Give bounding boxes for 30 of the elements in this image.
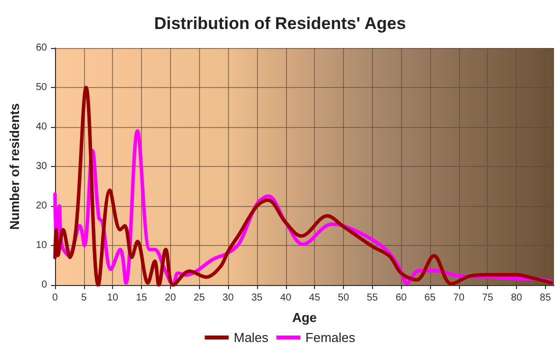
x-tick-label: 0 [52, 292, 58, 304]
y-axis-title: Number of residents [7, 103, 22, 230]
x-tick-label: 75 [482, 292, 494, 304]
y-tick-label: 60 [36, 42, 48, 54]
x-tick-label: 40 [280, 292, 292, 304]
y-tick-label: 0 [41, 280, 48, 290]
x-tick-label: 10 [107, 292, 119, 304]
x-tick-label: 15 [136, 292, 148, 304]
x-tick-label: 70 [453, 292, 465, 304]
x-tick-label: 65 [424, 292, 436, 304]
x-axis-title: Age [292, 310, 317, 325]
x-tick-label: 55 [366, 292, 378, 304]
x-tick-label: 30 [222, 292, 234, 304]
y-tick-label: 20 [36, 200, 48, 212]
x-tick-label: 35 [251, 292, 263, 304]
y-tick-label: 50 [36, 82, 48, 93]
y-tick-label: 40 [36, 122, 48, 132]
x-tick-label: 25 [194, 292, 206, 304]
x-tick-label: 45 [309, 292, 321, 304]
y-tick-label: 10 [36, 240, 48, 251]
chart-title: Distribution of Residents' Ages [154, 14, 406, 33]
x-tick-label: 80 [510, 292, 522, 304]
x-tick-label: 20 [164, 292, 176, 304]
x-tick-label: 5 [81, 292, 88, 304]
y-tick-label: 30 [36, 161, 48, 172]
x-tick-label: 50 [338, 292, 350, 304]
legend-label: Females [305, 330, 356, 345]
x-tick-label: 60 [396, 292, 408, 304]
x-tick-label: 85 [540, 292, 552, 304]
legend-label: Males [234, 330, 269, 345]
